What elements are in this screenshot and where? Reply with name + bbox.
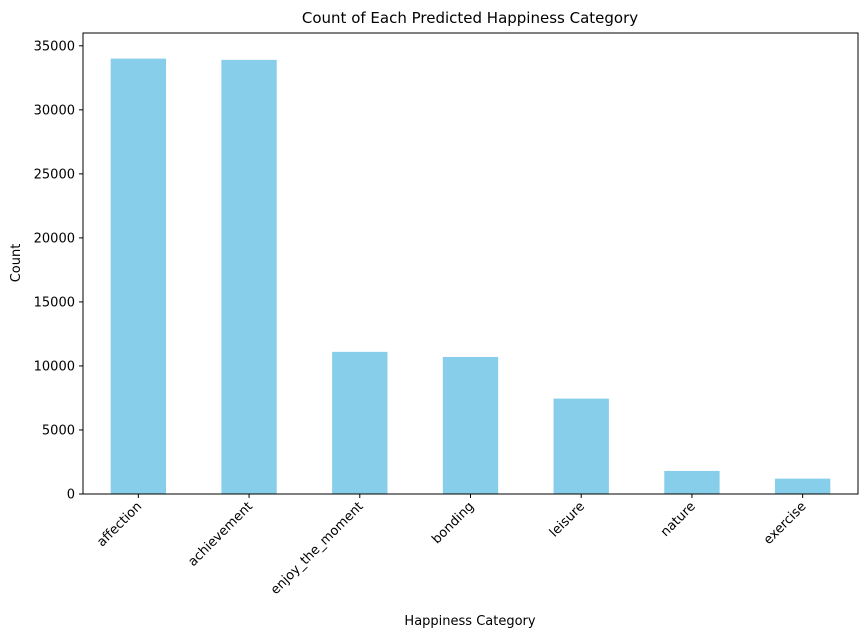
plot-frame — [82, 32, 859, 495]
y-axis: 0 5000 10000 15000 20000 25000 30000 35000 — [34, 39, 83, 503]
y-tick-label: 35000 — [34, 39, 75, 54]
bar-affection — [110, 58, 167, 495]
bar-exercise — [774, 478, 831, 494]
y-tick-label: 0 — [67, 488, 75, 503]
y-axis-label: Count — [9, 244, 24, 283]
x-tick-label: enjoy_the_moment — [268, 499, 367, 598]
y-tick-label: 15000 — [34, 295, 75, 310]
bar-bonding — [442, 356, 499, 494]
x-tick-label: achievement — [185, 499, 255, 569]
bar-leisure — [553, 398, 609, 494]
x-tick-label: nature — [658, 499, 699, 540]
chart-title: Count of Each Predicted Happiness Catego… — [302, 9, 638, 27]
bar-enjoy-the-moment — [332, 351, 388, 494]
y-tick-label: 10000 — [34, 359, 75, 374]
y-tick-label: 30000 — [34, 103, 75, 118]
y-tick-label: 25000 — [34, 167, 75, 182]
y-tick-label: 5000 — [42, 423, 75, 438]
x-tick-label: exercise — [761, 499, 810, 548]
bar-achievement — [221, 59, 277, 494]
y-tick-label: 20000 — [34, 231, 75, 246]
bars-layer — [110, 58, 831, 495]
x-tick-label: affection — [94, 499, 145, 550]
x-tick-label: leisure — [547, 499, 588, 540]
x-axis-label: Happiness Category — [404, 614, 535, 629]
x-axis: affection achievement enjoy_the_moment bond… — [94, 494, 809, 598]
bar-nature — [664, 470, 720, 494]
x-tick-label: bonding — [429, 499, 477, 547]
